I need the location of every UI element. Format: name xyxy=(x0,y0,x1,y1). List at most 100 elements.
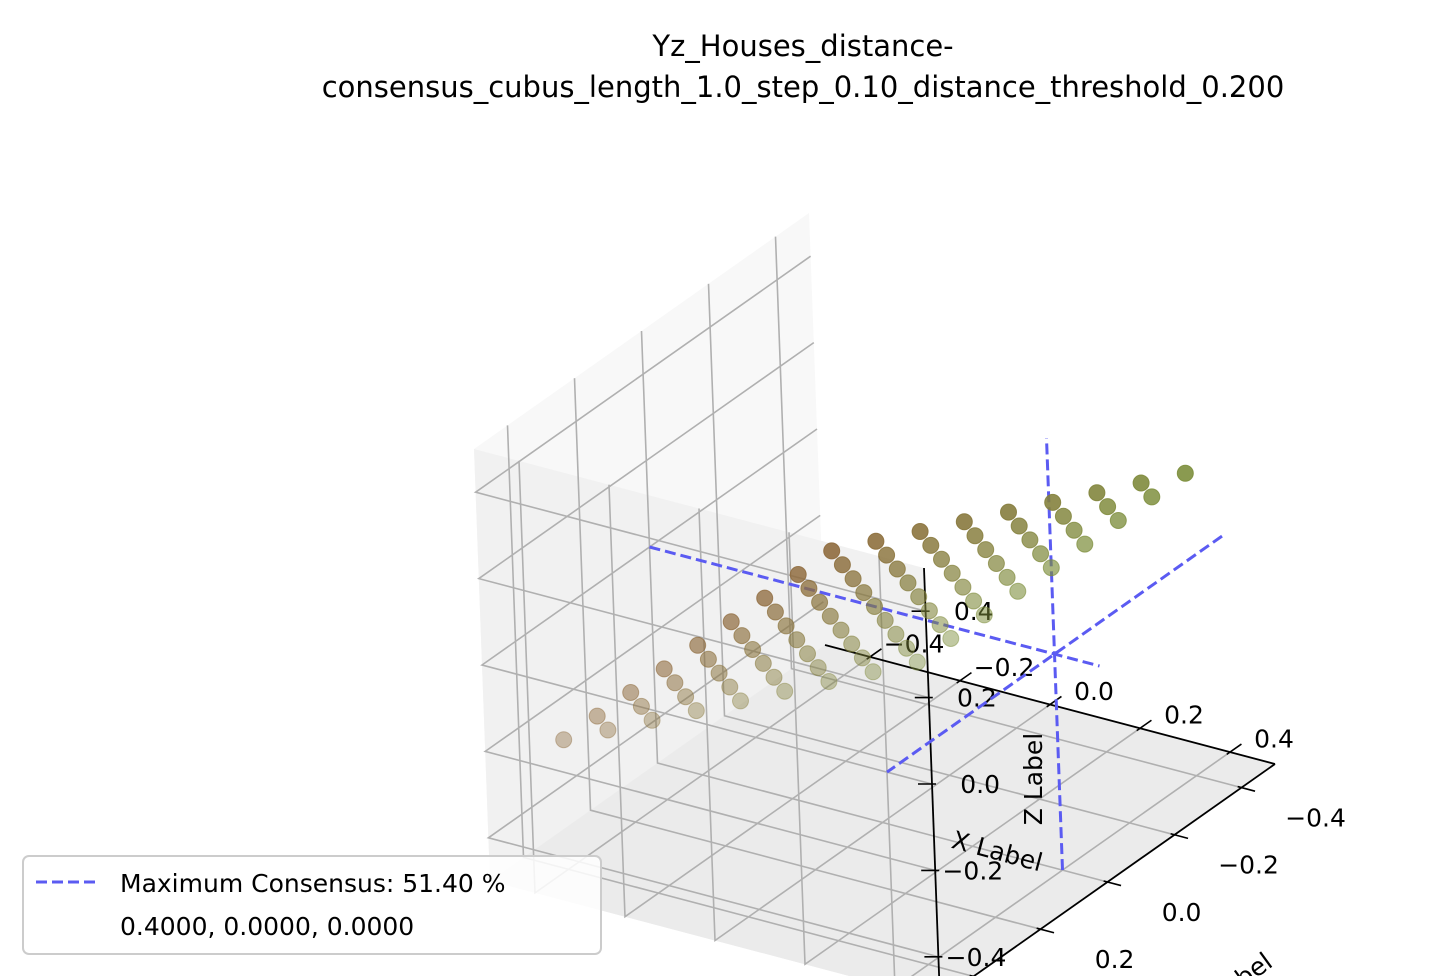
legend-box xyxy=(22,855,602,955)
scatter-point xyxy=(878,546,896,564)
scatter-point xyxy=(867,532,885,550)
scatter-point xyxy=(1044,493,1062,511)
scatter-point xyxy=(966,527,984,545)
scatter-point xyxy=(1088,484,1106,502)
y-tick-mark xyxy=(1103,880,1122,887)
scatter-points xyxy=(555,464,1194,749)
scatter-point xyxy=(710,664,728,682)
y-tick-mark xyxy=(1237,785,1256,792)
consensus-lines-front xyxy=(886,534,1223,774)
scatter-point xyxy=(588,707,606,725)
scatter-point xyxy=(1109,512,1127,529)
grid-line-y xyxy=(774,236,1242,789)
scatter-point xyxy=(799,645,816,663)
scatter-point xyxy=(643,711,661,729)
scatter-point xyxy=(1143,488,1161,506)
y-tick-label: 0.2 xyxy=(1095,945,1135,974)
scatter-point xyxy=(931,616,949,634)
x-tick-label: 0.0 xyxy=(1074,677,1114,706)
scatter-point xyxy=(677,688,695,706)
scatter-point xyxy=(898,639,916,657)
scatter-point xyxy=(975,606,993,624)
y-axis-label: Y Label xyxy=(1186,947,1277,976)
scatter-point xyxy=(832,621,850,639)
scatter-point xyxy=(942,630,960,647)
scatter-point xyxy=(555,731,573,749)
scatter-point xyxy=(823,542,841,560)
x-tick-mark xyxy=(1136,719,1152,732)
legend-entry-label: Maximum Consensus: 51.40 % xyxy=(120,869,506,898)
grid-line-x xyxy=(608,484,961,919)
grid-line-x xyxy=(878,556,1231,976)
scatter-point xyxy=(954,578,972,596)
x-tick-mark xyxy=(956,671,972,684)
scatter-point xyxy=(632,697,650,715)
chart-title-line1: Yz_Houses_distance- xyxy=(651,29,953,63)
x-tick-label: 0.2 xyxy=(1164,701,1204,730)
scatter-point xyxy=(789,566,807,583)
scatter-point xyxy=(1176,464,1194,482)
scatter-point xyxy=(722,613,740,631)
x-tick-mark xyxy=(1226,743,1242,756)
z-tick-label: −0.4 xyxy=(946,943,1007,972)
y-tick-mark xyxy=(1036,927,1055,934)
scatter-point xyxy=(844,570,862,588)
scatter-point xyxy=(933,550,950,568)
scatter-point xyxy=(987,555,1005,572)
scatter-point xyxy=(599,721,617,739)
scatter-point xyxy=(733,627,751,645)
scatter-point xyxy=(744,641,762,658)
z-axis-label: Z Label xyxy=(1019,733,1048,826)
x-tick-label: 0.4 xyxy=(1254,725,1294,754)
scatter-point xyxy=(955,513,973,531)
legend-entry-sublabel: 0.4000, 0.0000, 0.0000 xyxy=(120,912,414,941)
grid-line-z xyxy=(486,601,939,958)
scatter-point xyxy=(666,674,684,692)
z-tick-label: −0.2 xyxy=(942,856,1003,885)
scatter-point xyxy=(754,654,772,672)
grid-line-z xyxy=(476,341,930,699)
consensus-line-y xyxy=(886,534,1223,774)
x-tick-mark xyxy=(866,648,882,660)
scatter-point xyxy=(821,607,839,625)
scatter-point xyxy=(833,556,851,574)
x-tick-mark xyxy=(1046,695,1062,708)
grid-line-x xyxy=(788,532,1141,966)
grid-line-z xyxy=(473,255,926,612)
scatter-point xyxy=(732,692,749,710)
x-tick-label: −0.2 xyxy=(974,653,1035,682)
scatter-point xyxy=(887,625,905,643)
scatter-point xyxy=(908,653,926,671)
scatter-point xyxy=(699,650,717,668)
scatter-point xyxy=(965,592,983,610)
z-tick-label: 0.0 xyxy=(960,770,1000,799)
scatter-point xyxy=(1054,507,1072,525)
scatter-point xyxy=(855,584,873,602)
pane-floor xyxy=(490,645,1275,976)
scatter-point xyxy=(756,589,774,607)
scatter-point xyxy=(622,684,640,701)
scatter-point xyxy=(853,649,871,667)
y-tick-mark xyxy=(1170,833,1189,840)
scatter-point xyxy=(687,702,705,720)
scatter-point xyxy=(899,574,917,592)
scatter-point xyxy=(920,602,938,620)
scatter-point xyxy=(910,588,928,606)
scatter-point xyxy=(998,568,1016,586)
grid-line-y xyxy=(707,283,1175,836)
scatter-point xyxy=(811,593,829,611)
scatter-point xyxy=(689,636,707,654)
scatter-point xyxy=(765,668,783,686)
scatter-point xyxy=(876,611,894,629)
scatter-point xyxy=(1009,582,1027,600)
scatter-point xyxy=(766,603,784,621)
scatter-point xyxy=(864,663,882,681)
scatter-point xyxy=(1076,535,1094,553)
grid-lines xyxy=(473,236,1242,976)
scatter-point xyxy=(843,635,861,653)
scatter-point xyxy=(800,579,818,597)
y-tick-label: −0.4 xyxy=(1285,803,1346,832)
scatter-point xyxy=(911,523,929,540)
scatter-point xyxy=(655,660,673,678)
